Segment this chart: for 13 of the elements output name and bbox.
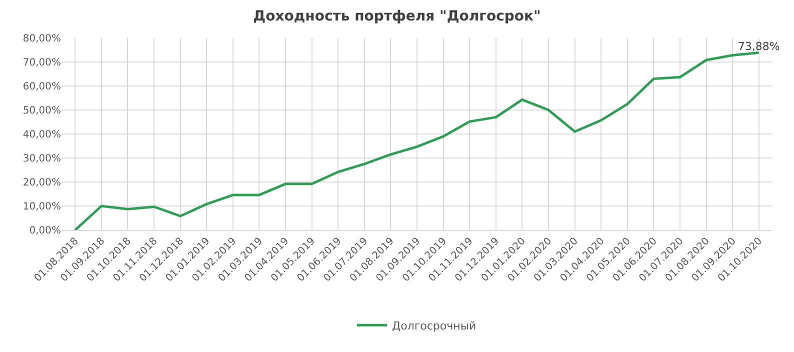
y-tick-label: 40,00% bbox=[22, 130, 61, 140]
y-tick-label: 0,00% bbox=[29, 226, 61, 236]
legend-label: Долгосрочный bbox=[392, 319, 476, 332]
y-tick-label: 60,00% bbox=[22, 82, 61, 92]
line-series bbox=[74, 51, 760, 230]
data-label: 73,88% bbox=[738, 40, 780, 53]
y-tick-label: 20,00% bbox=[22, 178, 61, 188]
y-tick-label: 50,00% bbox=[22, 106, 61, 116]
y-tick-label: 30,00% bbox=[22, 154, 61, 164]
y-tick-label: 80,00% bbox=[22, 34, 61, 44]
chart-title: Доходность портфеля "Долгосрок" bbox=[253, 8, 541, 24]
y-tick-label: 10,00% bbox=[22, 202, 61, 212]
y-tick-label: 70,00% bbox=[22, 58, 61, 68]
